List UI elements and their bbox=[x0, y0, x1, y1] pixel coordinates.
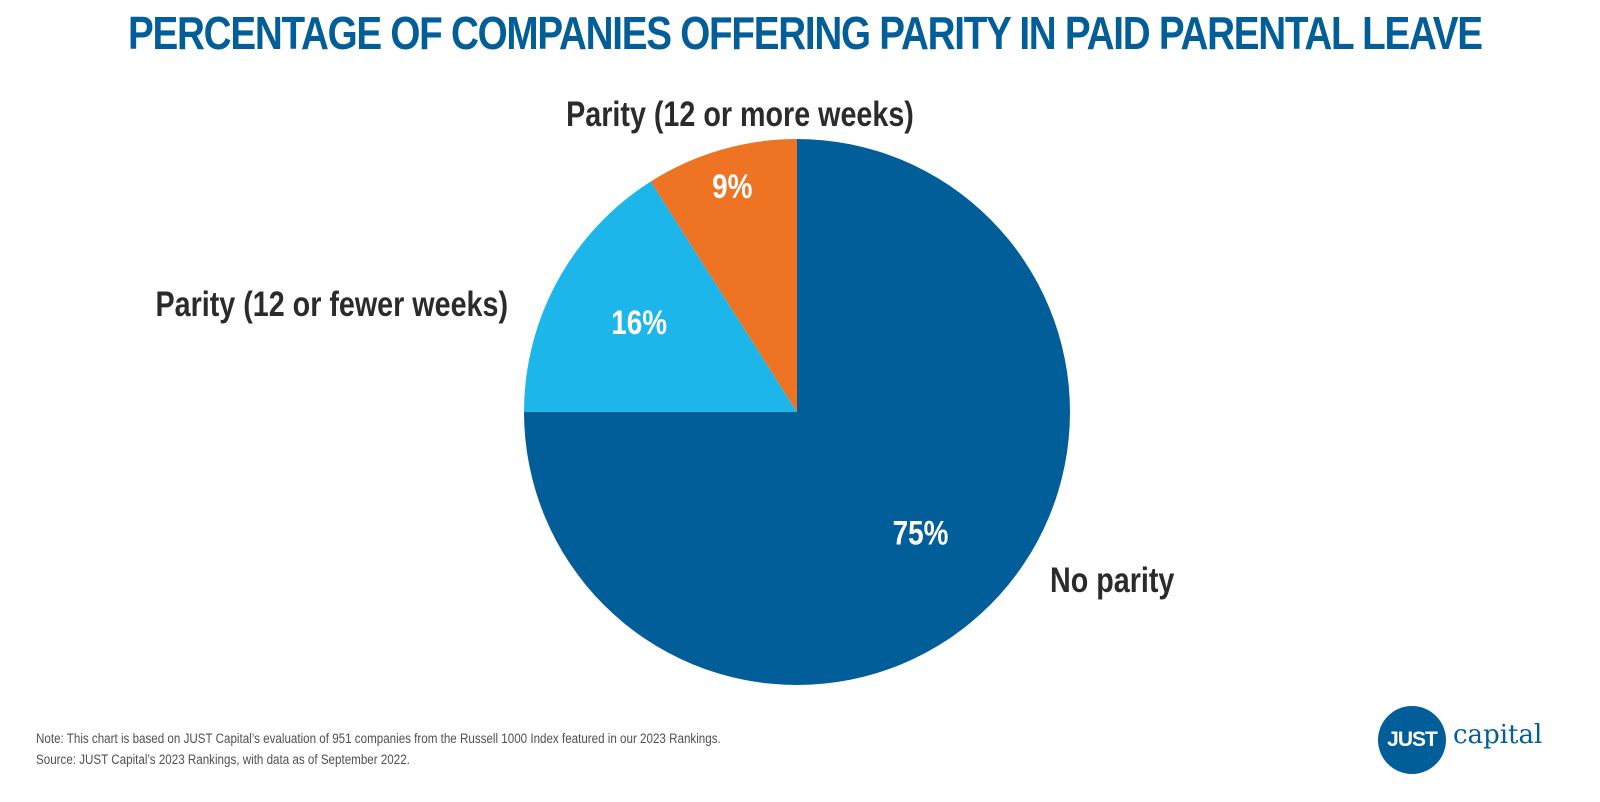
pie-slice-parity-12-or-more-weeks bbox=[650, 139, 797, 412]
footnote: Note: This chart is based on JUST Capita… bbox=[36, 728, 832, 770]
slice-value-label: 75% bbox=[893, 514, 949, 552]
slice-category-label: Parity (12 or more weeks) bbox=[566, 94, 914, 133]
pie-slice-parity-12-or-fewer-weeks bbox=[524, 181, 797, 412]
footnote-source: Source: JUST Capital’s 2023 Rankings, wi… bbox=[36, 752, 410, 767]
slice-category-label: No parity bbox=[1050, 560, 1175, 599]
slice-value-label: 16% bbox=[611, 304, 667, 342]
footnote-note: Note: This chart is based on JUST Capita… bbox=[36, 731, 721, 746]
logo-wordmark: capital bbox=[1453, 720, 1543, 750]
just-capital-logo: JUST capital bbox=[1378, 706, 1548, 776]
logo-badge: JUST bbox=[1378, 706, 1446, 774]
slice-value-label: 9% bbox=[712, 168, 752, 206]
slice-category-label: Parity (12 or fewer weeks) bbox=[156, 284, 508, 323]
chart-title: PERCENTAGE OF COMPANIES OFFERING PARITY … bbox=[128, 7, 1483, 59]
